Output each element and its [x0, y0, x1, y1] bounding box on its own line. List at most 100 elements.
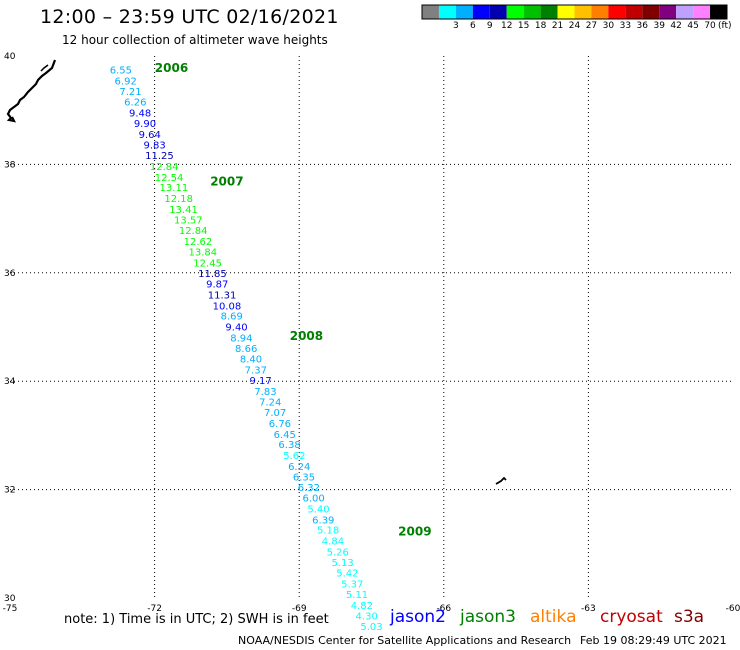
time-label: 2006 [155, 61, 188, 75]
wave-height-label: 4.84 [322, 537, 344, 548]
y-tick-label: 36 [4, 269, 16, 279]
legend-label: 18 [534, 21, 547, 31]
satellite-cryosat: cryosat [600, 607, 663, 627]
legend-swatch [625, 5, 643, 19]
legend-label: 12 [500, 21, 513, 31]
wave-height-label: 6.00 [303, 494, 325, 505]
wave-height-label: 13.84 [188, 248, 217, 259]
wave-height-label: 9.64 [139, 130, 161, 141]
legend-frame [421, 4, 728, 20]
satellite-s3a: s3a [674, 607, 705, 627]
wave-height-label: 13.11 [160, 183, 189, 194]
legend-swatch [710, 5, 727, 19]
legend-swatch [455, 5, 473, 19]
coastline [6, 59, 507, 485]
legend-swatch [438, 5, 456, 19]
y-tick-label: 30 [4, 594, 16, 604]
y-tick-label: 34 [4, 377, 16, 387]
legend-label: 6 [469, 21, 476, 31]
satellite-jason3: jason3 [460, 607, 516, 627]
x-tick-label: -72 [147, 604, 162, 614]
wave-height-label: 9.40 [225, 322, 247, 333]
wave-height-points: 6.556.927.216.269.489.909.649.8311.2512.… [110, 66, 383, 634]
wave-height-label: 5.62 [283, 451, 305, 462]
legend-label: 33 [619, 21, 632, 31]
wave-height-label: 5.42 [336, 569, 358, 580]
legend-swatch [676, 5, 694, 19]
legend-label: 24 [568, 21, 581, 31]
footer-note: note: 1) Time is in UTC; 2) SWH is in fe… [64, 612, 329, 627]
legend-swatch [642, 5, 660, 19]
wave-height-label: 5.18 [317, 526, 339, 537]
wave-height-label: 7.21 [119, 87, 141, 98]
legend-label: 9 [486, 21, 493, 31]
wave-height-label: 5.37 [341, 579, 363, 590]
legend-swatch [557, 5, 575, 19]
x-tick-label: -63 [581, 604, 596, 614]
wave-height-label: 11.25 [145, 151, 174, 162]
satellite-altika: altika [530, 607, 577, 627]
wave-height-label: 6.76 [269, 419, 291, 430]
wave-height-label: 8.94 [230, 333, 252, 344]
wave-height-label: 12.84 [179, 226, 208, 237]
x-tick-label: -75 [3, 604, 18, 614]
wave-height-label: 13.41 [169, 205, 198, 216]
wave-height-label: 5.26 [327, 547, 349, 558]
coastline-path [6, 59, 57, 123]
time-labels: 2006 2007 2008 2009 [155, 61, 432, 538]
legend-swatch [506, 5, 524, 19]
wave-height-label: 6.32 [298, 483, 320, 494]
credit-line: NOAA/NESDIS Center for Satellite Applica… [238, 634, 572, 647]
legend-swatch [523, 5, 541, 19]
x-tick-label: -69 [292, 604, 307, 614]
wave-height-label: 5.03 [360, 622, 382, 633]
legend-label: 39 [653, 21, 665, 31]
wave-height-label: 4.82 [351, 601, 373, 612]
legend-swatch [489, 5, 507, 19]
legend-swatch [608, 5, 626, 19]
wave-height-label: 12.18 [164, 194, 193, 205]
wave-height-label: 6.38 [278, 440, 300, 451]
y-tick-label: 40 [4, 52, 16, 62]
wave-height-label: 7.24 [259, 397, 281, 408]
wave-height-label: 7.83 [254, 387, 276, 398]
legend-label: 36 [636, 21, 648, 31]
legend-label: 42 [670, 21, 682, 31]
legend-unit: (ft) [718, 21, 732, 31]
legend-swatch [591, 5, 609, 19]
wave-height-label: 5.11 [346, 590, 368, 601]
wave-height-label: 7.37 [245, 365, 267, 376]
legend-label: 3 [453, 21, 459, 31]
map-subtitle: 12 hour collection of altimeter wave hei… [62, 33, 328, 47]
time-label: 2009 [398, 524, 431, 538]
y-tick-label: 38 [4, 160, 16, 170]
map-title: 12:00 – 23:59 UTC 02/16/2021 [40, 6, 339, 28]
wave-height-label: 12.45 [193, 259, 222, 270]
legend-label: 21 [551, 21, 564, 31]
wave-height-label: 9.48 [129, 108, 151, 119]
legend-swatch [472, 5, 490, 19]
map-grid [10, 56, 733, 598]
wave-height-label: 10.08 [213, 301, 242, 312]
legend-swatch [422, 5, 439, 19]
legend-label: 70 [704, 21, 716, 31]
wave-height-label: 6.26 [124, 98, 146, 109]
legend-label: 30 [602, 21, 615, 31]
wave-height-label: 8.69 [221, 312, 243, 323]
wave-height-label: 8.40 [240, 354, 262, 365]
axis-ticks: -75 -72 -69 -66 -63 -60 30 32 34 36 38 40 [3, 52, 740, 614]
legend-swatch [574, 5, 592, 19]
legend-label: 27 [585, 21, 598, 31]
wave-height-label: 6.24 [288, 462, 310, 473]
x-tick-label: -60 [726, 604, 740, 614]
wave-height-label: 9.17 [250, 376, 272, 387]
wave-height-label: 12.54 [155, 173, 184, 184]
wave-height-label: 9.83 [143, 140, 165, 151]
legend-swatch [659, 5, 677, 19]
wave-height-label: 9.87 [206, 280, 228, 291]
wave-height-label: 11.85 [198, 269, 227, 280]
wave-height-label: 6.55 [110, 66, 132, 77]
legend-label: 45 [687, 21, 699, 31]
